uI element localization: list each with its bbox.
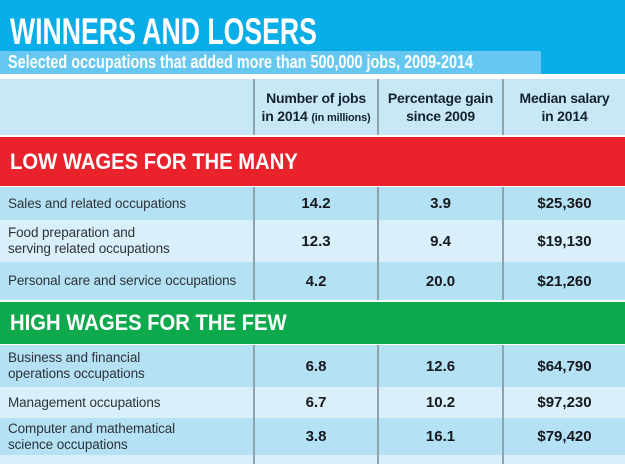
column-header-jobs-line1: Number of jobs <box>266 89 366 106</box>
gain-value: 20.0 <box>377 262 502 300</box>
table-row-business-financial: Business and financial operations occupa… <box>0 345 625 387</box>
column-header-salary: Median salary in 2014 <box>502 79 625 135</box>
column-header-gain-line1: Percentage gain <box>387 89 494 106</box>
section-header-high-wages: HIGH WAGES FOR THE FEW <box>0 300 625 345</box>
column-header-jobs-line2: in 2014 (in millions) <box>261 107 371 124</box>
column-header-occupation-empty <box>0 79 253 135</box>
gain-value: 12.6 <box>377 345 502 387</box>
section-header-low-wages: LOW WAGES FOR THE MANY <box>0 135 625 187</box>
gain-value: 10.2 <box>377 387 502 418</box>
subtitle-bar: Selected occupations that added more tha… <box>0 51 541 74</box>
row-label: Food preparation and serving related occ… <box>8 225 170 256</box>
subtitle-text: Selected occupations that added more tha… <box>8 52 473 72</box>
jobs-value: 3.8 <box>253 418 377 455</box>
salary-value: $25,360 <box>502 187 625 220</box>
title-banner: WINNERS AND LOSERS <box>0 0 625 51</box>
jobs-value: 4.2 <box>253 262 377 300</box>
salary-value: $64,790 <box>502 345 625 387</box>
table-row-personal-care: Personal care and service occupations 4.… <box>0 262 625 300</box>
jobs-value: 6.7 <box>253 387 377 418</box>
gain-value: 9.4 <box>377 220 502 262</box>
salary-value: $79,420 <box>502 418 625 455</box>
column-header-gain: Percentage gain since 2009 <box>377 79 502 135</box>
table-row-computer-math: Computer and mathematical science occupa… <box>0 418 625 455</box>
column-header-jobs: Number of jobs in 2014 (in millions) <box>253 79 377 135</box>
gain-value: 16.1 <box>377 418 502 455</box>
column-header-salary-line2: in 2014 <box>541 108 588 124</box>
table-row-food-prep: Food preparation and serving related occ… <box>0 220 625 262</box>
salary-value: $97,230 <box>502 387 625 418</box>
white-divider <box>0 74 625 79</box>
salary-value: $19,130 <box>502 220 625 262</box>
salary-value: $21,260 <box>502 262 625 300</box>
section-heading-low-wages: LOW WAGES FOR THE MANY <box>10 148 298 174</box>
column-header-row: Number of jobs in 2014 (in millions) Per… <box>0 79 625 135</box>
column-header-jobs-note: (in millions) <box>311 111 371 124</box>
column-header-gain-line2: since 2009 <box>406 108 475 124</box>
page-title: WINNERS AND LOSERS <box>10 10 317 52</box>
row-label: Personal care and service occupations <box>8 273 237 289</box>
jobs-value: 6.8 <box>253 345 377 387</box>
jobs-value: 12.3 <box>253 220 377 262</box>
row-label: Business and financial operations occupa… <box>8 350 145 381</box>
row-label: Management occupations <box>8 394 161 410</box>
subtitle-row: Selected occupations that added more tha… <box>0 51 625 74</box>
bottom-strip <box>0 455 625 464</box>
row-label: Computer and mathematical science occupa… <box>8 420 176 452</box>
section-heading-high-wages: HIGH WAGES FOR THE FEW <box>10 310 287 335</box>
table-row-sales: Sales and related occupations 14.2 3.9 $… <box>0 187 625 220</box>
table-row-management: Management occupations 6.7 10.2 $97,230 <box>0 387 625 418</box>
column-header-salary-line1: Median salary <box>519 89 610 106</box>
row-label: Sales and related occupations <box>8 195 186 211</box>
jobs-value: 14.2 <box>253 187 377 220</box>
gain-value: 3.9 <box>377 187 502 220</box>
